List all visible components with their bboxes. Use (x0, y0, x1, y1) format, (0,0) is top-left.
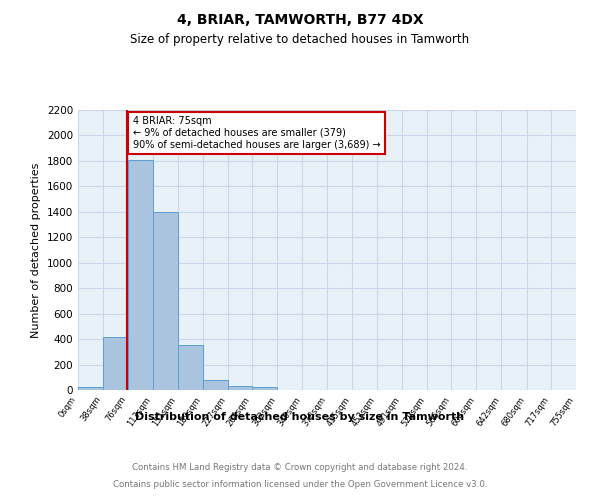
Y-axis label: Number of detached properties: Number of detached properties (31, 162, 41, 338)
Bar (152, 212, 178, 390)
Text: Contains public sector information licensed under the Open Government Licence v3: Contains public sector information licen… (113, 480, 487, 489)
Text: Distribution of detached houses by size in Tamworth: Distribution of detached houses by size … (136, 412, 464, 422)
Bar (203, 380, 228, 390)
Text: Contains HM Land Registry data © Crown copyright and database right 2024.: Contains HM Land Registry data © Crown c… (132, 462, 468, 471)
Bar (228, 386, 252, 390)
Bar (252, 387, 277, 390)
Bar (103, 336, 128, 390)
Bar (128, 160, 152, 390)
Bar (178, 346, 203, 390)
Text: Size of property relative to detached houses in Tamworth: Size of property relative to detached ho… (130, 32, 470, 46)
Bar (78, 388, 103, 390)
Text: 4 BRIAR: 75sqm
← 9% of detached houses are smaller (379)
90% of semi-detached ho: 4 BRIAR: 75sqm ← 9% of detached houses a… (133, 116, 380, 150)
Text: 4, BRIAR, TAMWORTH, B77 4DX: 4, BRIAR, TAMWORTH, B77 4DX (176, 12, 424, 26)
